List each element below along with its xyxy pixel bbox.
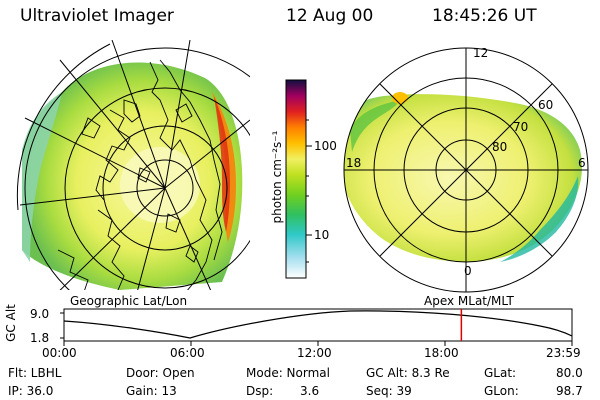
mlat-label-60: 60 — [538, 98, 554, 112]
status-flt: Flt: LBHL — [8, 366, 62, 380]
status-glon-value: 98.7 — [556, 384, 583, 398]
date-label: 12 Aug 00 — [286, 6, 374, 26]
status-glat-label: GLat: — [484, 366, 517, 380]
colorbar — [285, 79, 312, 279]
orbit-x-tick-1: 06:00 — [170, 346, 205, 360]
geo-panel-label: Geographic Lat/Lon — [70, 294, 188, 308]
mag-aurora-image — [344, 94, 582, 262]
orbit-x-tick-3: 18:00 — [424, 346, 459, 360]
mlat-label-70: 70 — [513, 120, 529, 134]
geo-bright-arc — [212, 92, 236, 242]
mlt-label-12: 12 — [473, 46, 489, 60]
orbit-y-low: 1.8 — [30, 331, 50, 345]
orbit-altitude-curve — [63, 310, 573, 339]
magnetic-panel — [343, 47, 589, 293]
status-gc-alt: GC Alt: 8.3 Re — [366, 366, 450, 380]
orbit-y-high: 9.0 — [30, 307, 50, 321]
status-dsp-value: 3.6 — [300, 384, 320, 398]
colorbar-tick-100: 100 — [314, 139, 337, 153]
status-seq: Seq: 39 — [366, 384, 412, 398]
orbit-x-tick-4: 23:59 — [546, 346, 581, 360]
status-ip: IP: 36.0 — [8, 384, 54, 398]
status-dsp-label: Dsp: — [246, 384, 274, 398]
status-door: Door: Open — [126, 366, 195, 380]
mag-grid — [343, 47, 589, 293]
status-gain: Gain: 13 — [126, 384, 177, 398]
mlt-label-18: 18 — [346, 156, 362, 170]
colorbar-tick-10: 10 — [314, 228, 330, 242]
mlat-label-80: 80 — [492, 140, 508, 154]
orbit-ylabel: GC Alt — [3, 304, 18, 342]
colorbar-gradient — [285, 79, 307, 279]
orbit-x-tick-2: 12:00 — [297, 346, 332, 360]
status-mode: Mode: Normal — [246, 366, 330, 380]
geo-coastlines — [57, 59, 223, 290]
mlt-label-0: 0 — [464, 264, 472, 278]
instrument-title: Ultraviolet Imager — [20, 6, 174, 26]
geo-grid — [19, 40, 250, 290]
orbit-x-tick-0: 00:00 — [42, 346, 77, 360]
mag-panel-label: Apex MLat/MLT — [424, 294, 514, 308]
orbit-plot-frame — [63, 308, 573, 342]
mlt-label-6: 6 — [578, 156, 586, 170]
geographic-panel — [16, 40, 250, 290]
colorbar-unit-label: photon cm⁻²s⁻¹ — [270, 130, 284, 224]
status-glat-value: 80.0 — [556, 366, 583, 380]
orbit-plot — [60, 308, 573, 346]
status-glon-label: GLon: — [484, 384, 519, 398]
time-label: 18:45:26 UT — [432, 6, 537, 26]
